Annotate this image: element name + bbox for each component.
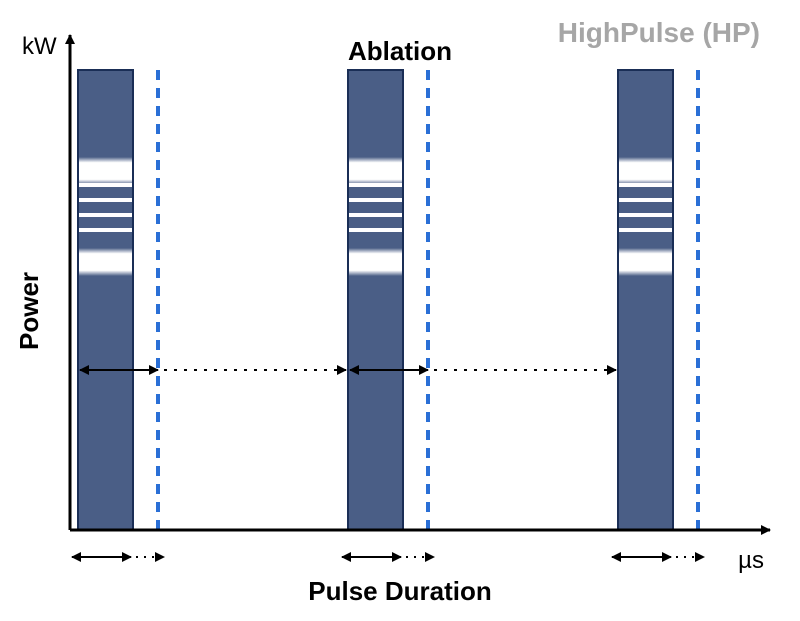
pulse-bar: [348, 70, 428, 530]
pulse-duration-label: Pulse Duration: [308, 576, 491, 606]
power-axis-label: Power: [14, 272, 44, 350]
pulse-bar: [78, 70, 158, 530]
pulse-bar: [618, 70, 698, 530]
us-unit-label: µs: [738, 547, 764, 574]
title-highpulse: HighPulse (HP): [558, 17, 760, 48]
ablation-label: Ablation: [348, 36, 452, 66]
kw-unit-label: kW: [22, 33, 57, 60]
